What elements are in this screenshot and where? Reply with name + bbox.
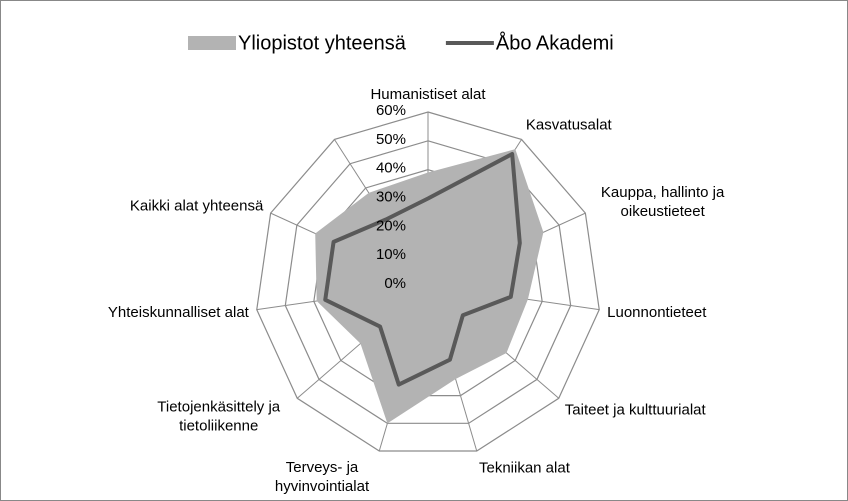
category-label: Taiteet ja kulttuurialat (564, 401, 706, 419)
r-tick-label: 40% (376, 160, 406, 177)
category-label: Kasvatusalat (525, 116, 612, 134)
category-label: Tekniikan alat (478, 459, 570, 477)
legend-label: Yliopistot yhteensä (238, 32, 407, 54)
category-label: Luonnontieteet (607, 303, 707, 321)
r-tick-label: 0% (384, 275, 406, 292)
legend-label: Åbo Akademi (496, 31, 614, 54)
category-label: Kauppa, hallinto ja oikeustieteet (600, 183, 725, 220)
grid-ring (256, 111, 600, 452)
r-tick-label: 10% (376, 246, 406, 263)
r-tick-label: 30% (376, 188, 406, 205)
series-line (323, 152, 522, 387)
r-tick-label: 20% (376, 217, 406, 234)
category-label: Humanistiset alat (370, 86, 486, 103)
grid-ring (284, 140, 572, 424)
r-tick-label: 60% (376, 102, 406, 119)
category-label: Terveys- ja hyvinvointialat (274, 458, 370, 495)
legend-swatch (188, 36, 236, 50)
category-label: Yhteiskunnalliset alat (107, 303, 249, 321)
category-label: Tietojenkäsittely ja tietoliikenne (157, 397, 281, 434)
series-area (315, 149, 544, 424)
category-label: Kaikki alat yhteensä (129, 197, 264, 215)
r-tick-label: 50% (376, 131, 406, 148)
